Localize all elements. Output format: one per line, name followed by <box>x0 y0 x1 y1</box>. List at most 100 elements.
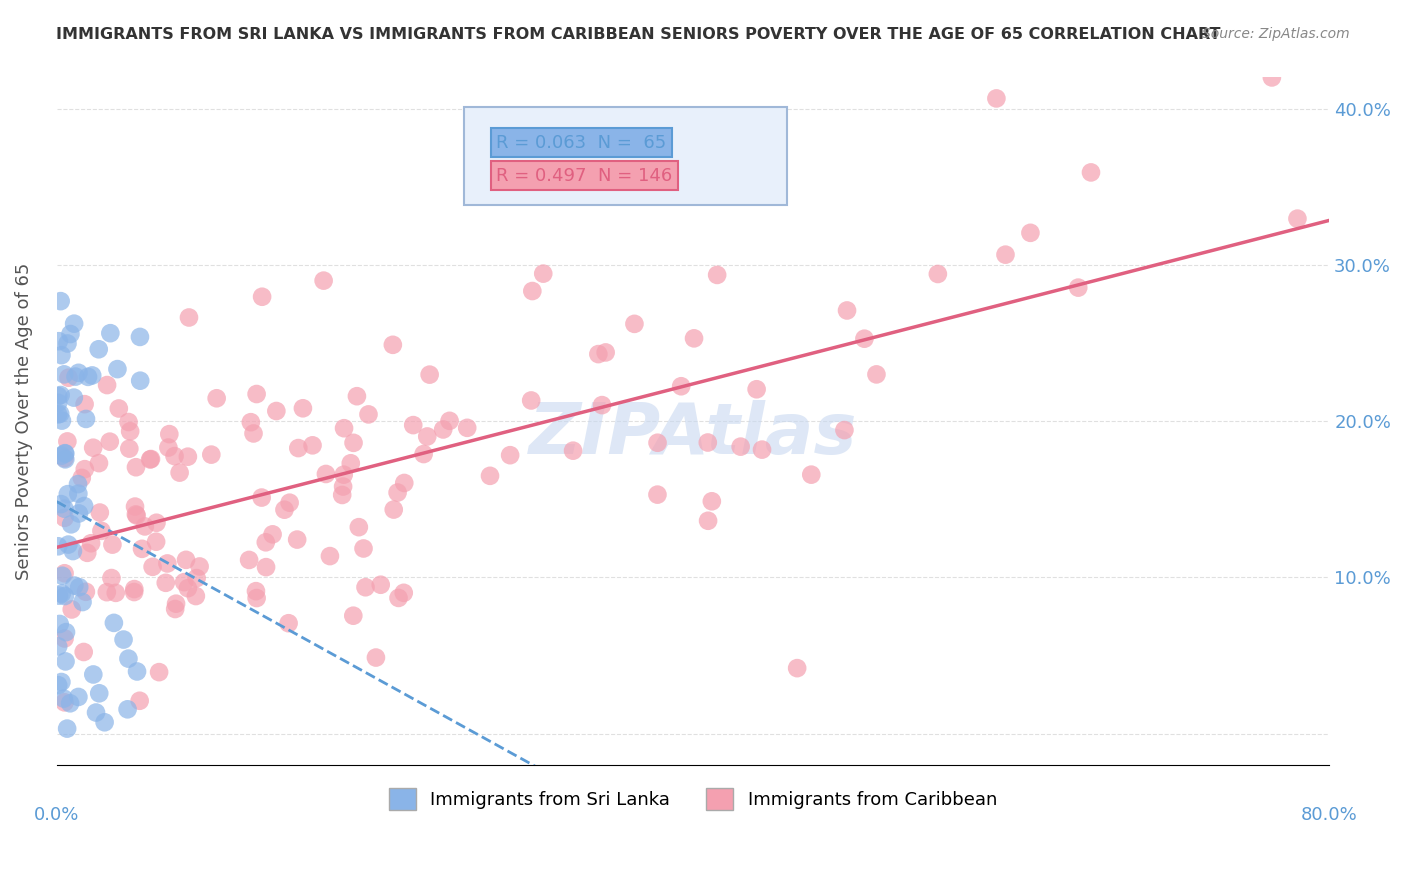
Point <box>49 388 72 402</box>
Text: IMMIGRANTS FROM SRI LANKA VS IMMIGRANTS FROM CARIBBEAN SENIORS POVERTY OVER THE : IMMIGRANTS FROM SRI LANKA VS IMMIGRANTS … <box>56 27 1220 42</box>
Text: ZIPAtlas: ZIPAtlas <box>529 401 858 469</box>
Legend: Immigrants from Sri Lanka, Immigrants from Caribbean: Immigrants from Sri Lanka, Immigrants fr… <box>381 781 1004 818</box>
Point <box>59 326 82 341</box>
Point <box>342 435 364 450</box>
Point <box>48 617 70 632</box>
Point <box>58 370 80 384</box>
Point <box>1286 211 1309 226</box>
Point <box>63 391 86 405</box>
Point <box>287 441 309 455</box>
Point <box>165 597 187 611</box>
Point <box>157 427 180 442</box>
Point <box>82 667 104 681</box>
Point <box>347 520 370 534</box>
Point <box>382 502 405 516</box>
Point <box>120 425 142 439</box>
Text: 80.0%: 80.0% <box>1301 805 1358 823</box>
Point <box>53 452 76 467</box>
Point <box>104 586 127 600</box>
Point <box>387 485 409 500</box>
Point <box>254 560 277 574</box>
Point <box>531 267 554 281</box>
Point <box>392 586 415 600</box>
Point <box>285 533 308 547</box>
Point <box>51 414 73 428</box>
Point <box>647 435 669 450</box>
Point <box>49 407 72 421</box>
Point <box>786 661 808 675</box>
Point <box>75 412 97 426</box>
Point <box>118 442 141 456</box>
Point <box>53 511 76 525</box>
Point <box>188 559 211 574</box>
Point <box>250 491 273 505</box>
Point <box>56 336 79 351</box>
Point <box>67 580 90 594</box>
Point <box>101 538 124 552</box>
Point <box>51 675 73 690</box>
Point <box>387 591 409 605</box>
Point <box>683 331 706 345</box>
Point <box>46 389 69 403</box>
Point <box>186 571 208 585</box>
Point <box>46 396 69 410</box>
Point <box>56 434 79 449</box>
Point <box>562 443 585 458</box>
Point <box>60 602 83 616</box>
Point <box>129 330 152 344</box>
Point <box>55 625 77 640</box>
Point <box>139 452 162 467</box>
Point <box>800 467 823 482</box>
Point <box>58 538 80 552</box>
Point <box>402 418 425 433</box>
Point <box>169 466 191 480</box>
Point <box>339 456 361 470</box>
Point <box>117 415 139 429</box>
Point <box>315 467 337 481</box>
Point <box>98 434 121 449</box>
Point <box>131 541 153 556</box>
Point <box>65 369 87 384</box>
Point <box>53 501 76 516</box>
Point <box>239 415 262 429</box>
Point <box>67 507 90 521</box>
Point <box>75 584 97 599</box>
Point <box>117 702 139 716</box>
Point <box>124 582 146 596</box>
Point <box>96 378 118 392</box>
Point <box>647 488 669 502</box>
Point <box>301 438 323 452</box>
Point <box>730 440 752 454</box>
Point <box>53 446 76 460</box>
Point <box>291 401 314 416</box>
Point <box>125 508 148 522</box>
Point <box>591 398 613 412</box>
Point <box>145 516 167 530</box>
Point <box>60 517 83 532</box>
Point <box>262 527 284 541</box>
Point <box>129 374 152 388</box>
Point <box>51 586 73 600</box>
Point <box>432 422 454 436</box>
Point <box>52 691 75 706</box>
Point <box>254 535 277 549</box>
Point <box>51 348 73 362</box>
Point <box>834 423 856 437</box>
Point <box>522 284 544 298</box>
Point <box>177 581 200 595</box>
Point <box>155 575 177 590</box>
Point <box>173 575 195 590</box>
Point <box>67 366 90 380</box>
Point <box>163 449 186 463</box>
Point <box>63 578 86 592</box>
Point <box>70 471 93 485</box>
Point <box>332 467 354 482</box>
Point <box>53 632 76 646</box>
Point <box>124 500 146 514</box>
Point <box>245 584 267 599</box>
Point <box>835 303 858 318</box>
Point <box>319 549 342 563</box>
Point <box>370 578 392 592</box>
Point <box>200 448 222 462</box>
Point <box>73 397 96 411</box>
